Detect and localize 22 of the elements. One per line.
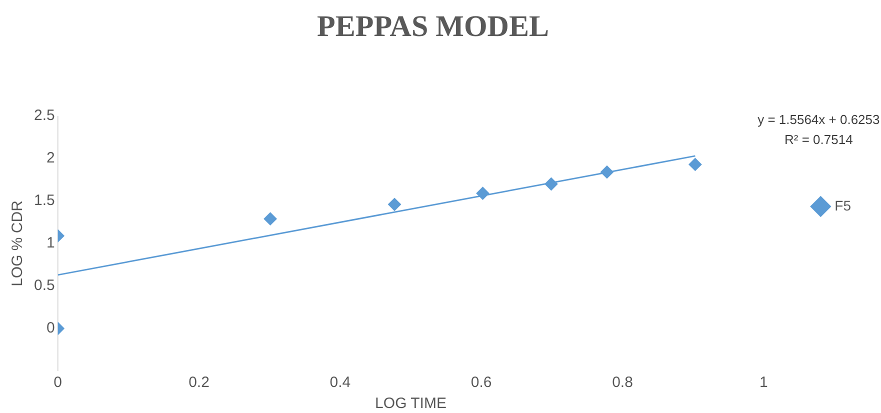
x-tick-label: 0.6 — [470, 374, 492, 392]
x-axis-title: LOG TIME — [375, 395, 446, 412]
y-tick-label: 0.5 — [34, 277, 55, 294]
point — [600, 166, 614, 179]
x-tick-label: 0.8 — [612, 374, 633, 392]
point — [544, 178, 558, 190]
x-tick-label: 1 — [759, 374, 768, 392]
text: R² = 0.7514 — [784, 132, 853, 147]
legend-label: F5 — [834, 197, 852, 214]
y-tick-label: 2 — [46, 150, 55, 167]
point — [476, 186, 490, 200]
y-tick-label: 0 — [46, 320, 55, 337]
chart-title: PEPPAS MODEL — [317, 10, 549, 43]
y-tick-label: 1 — [46, 234, 55, 252]
point — [388, 198, 402, 211]
y-axis-title: LOG % CDR — [9, 200, 26, 286]
point — [688, 158, 702, 171]
y-tick-label: 1.5 — [34, 192, 55, 210]
x-tick-label: 0.2 — [188, 374, 210, 392]
x-tick-label: 0.4 — [330, 374, 351, 392]
y-tick-label: 2.5 — [34, 107, 55, 124]
annotation: y = 1.5564x + 0.6253 — [758, 112, 880, 127]
